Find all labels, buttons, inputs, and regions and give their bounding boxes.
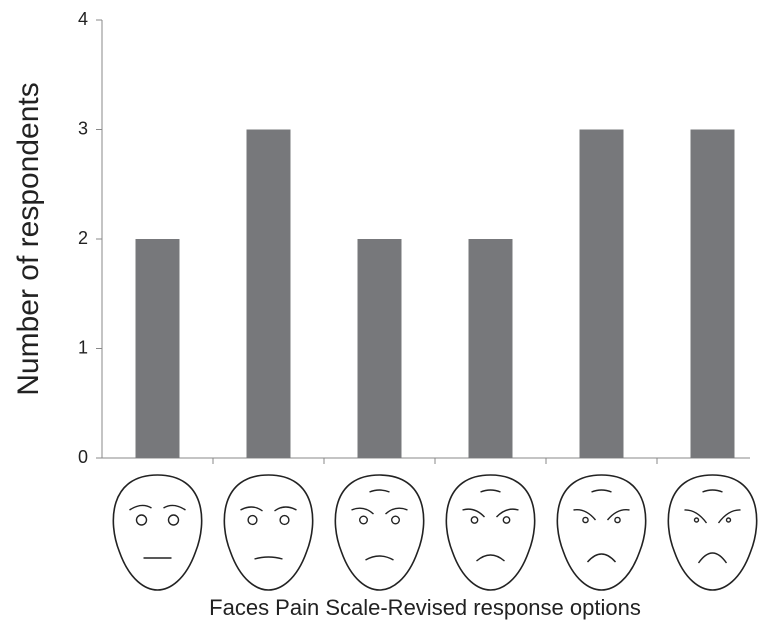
face-mouth: [697, 552, 728, 564]
face-mouth: [476, 554, 505, 562]
face-eye: [135, 514, 148, 526]
y-axis-title: Number of respondents: [12, 82, 45, 396]
face-eye: [391, 515, 401, 525]
y-tick-label: 2: [78, 228, 88, 248]
face-icon: [667, 474, 758, 591]
face-brows: [351, 507, 408, 515]
face-brows: [462, 508, 519, 518]
face-eye: [693, 517, 700, 523]
bar: [690, 129, 735, 458]
face-wrinkle: [369, 489, 390, 493]
face-wrinkle: [480, 489, 501, 493]
face-eye: [167, 514, 180, 526]
face-eye: [359, 515, 369, 525]
face-icon: [223, 474, 314, 591]
face-eye: [279, 514, 290, 526]
face-icon: [334, 474, 425, 591]
face-eye: [470, 516, 479, 524]
bar: [357, 239, 402, 458]
face-mouth: [254, 556, 283, 560]
face-eye: [725, 517, 732, 523]
y-tick-label: 3: [78, 118, 88, 138]
y-tick-label: 4: [78, 9, 88, 29]
bar: [246, 129, 291, 458]
bar: [468, 239, 513, 458]
face-eye: [582, 516, 589, 524]
face-mouth: [365, 555, 394, 561]
y-tick-label: 0: [78, 447, 88, 467]
face-brows: [240, 506, 297, 512]
face-mouth: [586, 553, 617, 563]
face-eye: [247, 514, 258, 526]
face-brows: [684, 509, 741, 524]
bar: [135, 239, 180, 458]
face-icon: [445, 474, 536, 591]
face-brows: [573, 509, 630, 521]
face-eye: [502, 516, 511, 524]
face-wrinkle: [702, 489, 723, 493]
face-wrinkle: [591, 489, 612, 493]
y-tick-label: 1: [78, 337, 88, 357]
bar: [579, 129, 624, 458]
x-axis-title: Faces Pain Scale-Revised response option…: [209, 595, 641, 620]
face-icon: [556, 474, 647, 591]
face-icon: [112, 474, 203, 591]
face-brows: [129, 504, 186, 511]
face-eye: [614, 516, 621, 524]
